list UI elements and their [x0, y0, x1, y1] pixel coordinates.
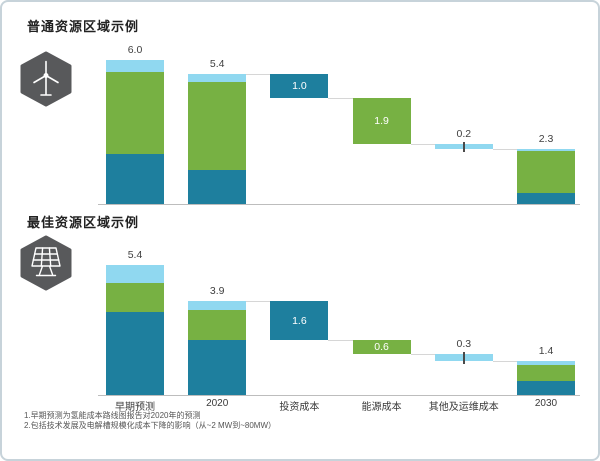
- connector-line: [410, 354, 435, 356]
- bar-能源成本: [352, 339, 411, 355]
- bar-segment-sky: [188, 74, 247, 82]
- bar-投资成本: [270, 74, 329, 99]
- connector-line: [492, 148, 517, 150]
- footnotes: 1.早期预测为氢能成本路线图报告对2020年的预测 2.包括技术发展及电解槽规模…: [24, 411, 276, 430]
- bar-segment-green: [106, 71, 164, 155]
- bar-segment-teal: [188, 340, 247, 395]
- tick-mark: [462, 142, 465, 152]
- bar-segment-green: [106, 282, 164, 312]
- panel-title-best-resource: 最佳资源区域示例: [27, 215, 140, 230]
- x-axis-label-2020: 2020: [206, 398, 229, 409]
- connector-line: [246, 74, 271, 76]
- connector-line: [410, 144, 435, 145]
- value-label: 5.4: [127, 249, 143, 262]
- value-label: 3.9: [209, 285, 225, 298]
- bar-segment-sky: [517, 361, 575, 365]
- bar-segment-sky: [188, 301, 247, 311]
- bar-投资成本: [270, 301, 329, 340]
- connector-line: [246, 301, 271, 303]
- bar-其他及运维成本: [434, 354, 493, 362]
- bar-早期预测: [106, 265, 164, 395]
- bar-2020: [188, 301, 247, 395]
- value-label: 0.2: [456, 128, 472, 140]
- bar-2030: [517, 361, 575, 395]
- footnote-2: 2.包括技术发展及电解槽规模化成本下降的影响（从~2 MW到~80MW）: [24, 420, 277, 430]
- bar-segment-sky: [434, 144, 493, 149]
- axis-baseline: [98, 204, 580, 205]
- bar-segment-teal: [106, 154, 164, 204]
- value-label: 1.9: [374, 115, 389, 128]
- bar-segment-green: [352, 98, 411, 144]
- bar-2020: [188, 74, 247, 204]
- bar-segment-green: [188, 310, 247, 341]
- bar-segment-sky: [106, 60, 164, 72]
- solar-panel-icon: [19, 235, 73, 291]
- bar-segment-sky: [106, 265, 164, 283]
- x-axis-label-投资成本: 投资成本: [279, 402, 320, 413]
- bar-segment-teal: [517, 380, 575, 395]
- bar-segment-sky: [517, 148, 575, 151]
- connector-line: [492, 361, 517, 363]
- x-axis-label-其他及运维成本: 其他及运维成本: [428, 402, 499, 413]
- panel-title-ordinary-resource: 普通资源区域示例: [27, 19, 140, 34]
- value-label: 0.6: [374, 341, 389, 353]
- bar-segment-teal: [270, 74, 329, 99]
- value-label: 1.0: [292, 80, 307, 93]
- value-label: 1.4: [538, 345, 554, 358]
- bar-segment-teal: [270, 301, 329, 340]
- bar-segment-teal: [106, 311, 164, 395]
- bar-其他及运维成本: [434, 144, 493, 149]
- value-label: 2.3: [538, 132, 554, 145]
- value-label: 6.0: [127, 44, 143, 56]
- bar-能源成本: [352, 98, 411, 144]
- value-label: 1.6: [292, 314, 307, 327]
- wind-turbine-icon: [19, 51, 73, 107]
- bar-早期预测: [106, 60, 164, 204]
- bar-segment-sky: [434, 354, 493, 362]
- bar-segment-teal: [517, 192, 575, 204]
- bar-segment-green: [352, 339, 411, 355]
- bar-segment-green: [517, 150, 575, 193]
- connector-line: [328, 98, 353, 100]
- bar-2030: [517, 148, 575, 204]
- bar-segment-teal: [188, 169, 247, 204]
- value-label: 0.3: [456, 338, 472, 351]
- connector-line: [328, 339, 353, 341]
- tick-mark: [462, 352, 465, 365]
- x-axis-label-早期预测: 早期预测: [115, 402, 155, 413]
- value-label: 5.4: [209, 58, 225, 71]
- bar-segment-green: [188, 81, 247, 170]
- footnote-1: 1.早期预测为氢能成本路线图报告对2020年的预测: [24, 411, 201, 420]
- axis-baseline: [98, 395, 580, 396]
- x-axis-label-能源成本: 能源成本: [361, 402, 402, 413]
- x-axis-label-2030: 2030: [534, 398, 558, 409]
- bar-segment-green: [517, 364, 575, 381]
